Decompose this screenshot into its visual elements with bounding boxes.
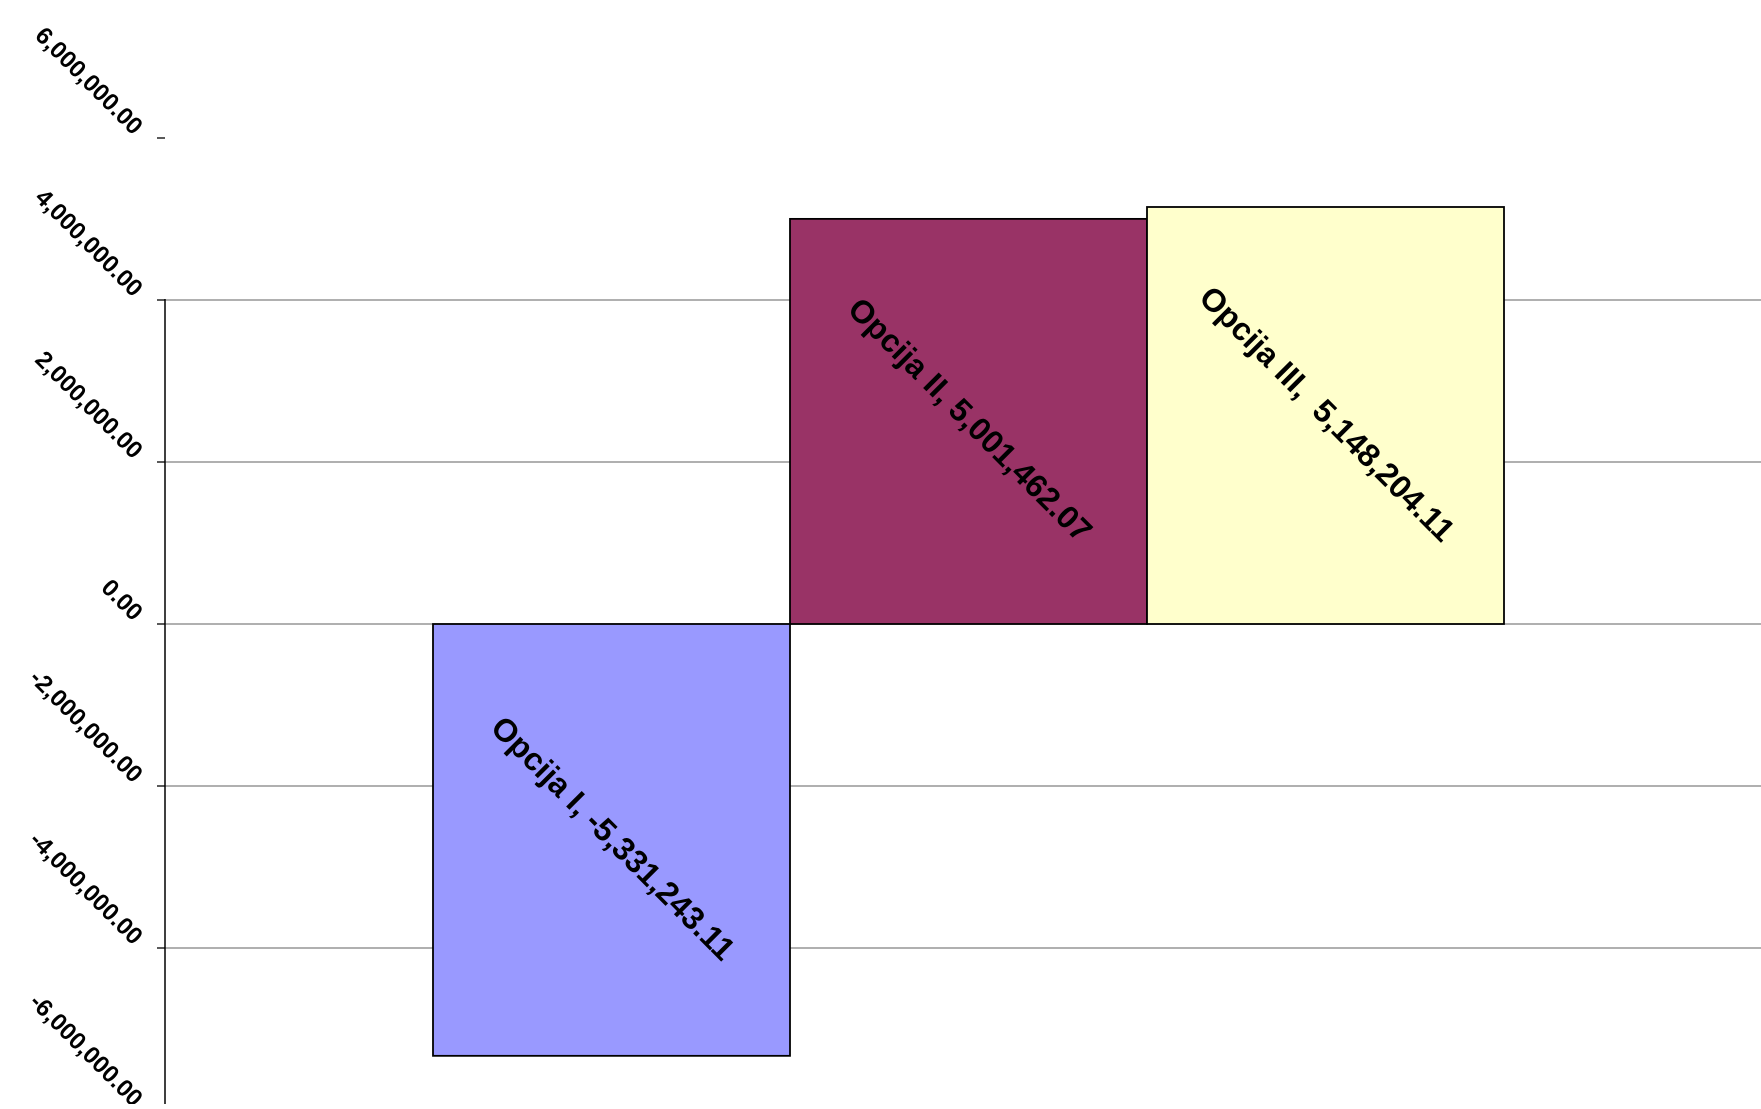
bar-opcija-i	[432, 623, 791, 1057]
y-tick-label: -6,000,000.00	[24, 988, 148, 1104]
bar-opcija-ii	[789, 217, 1148, 625]
y-tick-label: 0.00	[96, 574, 148, 626]
bars	[432, 206, 1505, 1057]
y-tick-label: 2,000,000.00	[30, 346, 148, 464]
y-axis: 6,000,000.00 4,000,000.00 2,000,000.00 0.00…	[24, 22, 166, 1109]
y-tick-label: 4,000,000.00	[30, 184, 148, 302]
y-tick-label: -2,000,000.00	[24, 664, 148, 788]
bar-opcija-iii	[1146, 206, 1505, 625]
y-tick-label: -4,000,000.00	[24, 826, 148, 950]
y-tick-label: 6,000,000.00	[30, 22, 148, 140]
